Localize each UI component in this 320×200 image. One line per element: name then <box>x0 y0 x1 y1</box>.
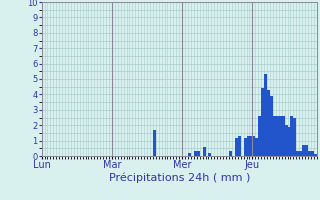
Bar <box>261 88 264 156</box>
Bar <box>314 154 317 156</box>
Bar <box>246 136 250 156</box>
Bar <box>299 151 302 156</box>
Bar <box>270 96 273 156</box>
Bar <box>267 90 270 156</box>
Bar <box>296 151 299 156</box>
Bar <box>293 117 296 156</box>
Bar <box>305 145 308 156</box>
Bar <box>250 136 252 156</box>
Bar <box>238 136 241 156</box>
Bar <box>288 127 291 156</box>
Bar <box>255 138 258 156</box>
Bar <box>302 145 305 156</box>
Bar <box>282 116 284 156</box>
Bar <box>188 153 191 156</box>
Bar <box>264 74 267 156</box>
Bar <box>273 116 276 156</box>
X-axis label: Précipitations 24h ( mm ): Précipitations 24h ( mm ) <box>108 173 250 183</box>
Bar <box>308 151 311 156</box>
Bar <box>276 116 279 156</box>
Bar <box>229 151 232 156</box>
Bar <box>203 147 205 156</box>
Bar <box>197 151 200 156</box>
Bar <box>153 130 156 156</box>
Bar <box>279 116 282 156</box>
Bar <box>194 151 197 156</box>
Bar <box>311 151 314 156</box>
Bar <box>244 138 246 156</box>
Bar <box>235 138 238 156</box>
Bar <box>208 153 212 156</box>
Bar <box>258 116 261 156</box>
Bar <box>291 116 293 156</box>
Bar <box>284 125 288 156</box>
Bar <box>252 136 255 156</box>
